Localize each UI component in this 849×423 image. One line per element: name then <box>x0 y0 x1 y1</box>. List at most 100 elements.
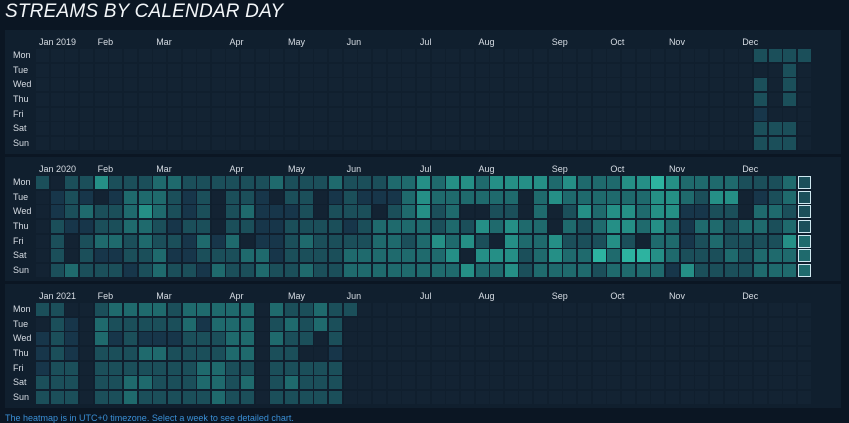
heatmap-cell[interactable] <box>182 205 196 219</box>
heatmap-cell[interactable] <box>563 136 577 150</box>
heatmap-cell[interactable] <box>255 63 269 77</box>
heatmap-cell[interactable] <box>680 107 694 121</box>
heatmap-cell[interactable] <box>534 136 548 150</box>
heatmap-cell[interactable] <box>607 190 621 204</box>
heatmap-cell[interactable] <box>739 376 753 390</box>
heatmap-cell[interactable] <box>622 63 635 77</box>
heatmap-cell[interactable] <box>255 390 269 404</box>
heatmap-cell[interactable] <box>197 219 211 233</box>
heatmap-cell[interactable] <box>592 263 606 277</box>
heatmap-cell[interactable] <box>197 176 211 189</box>
heatmap-cell[interactable] <box>783 219 797 233</box>
heatmap-cell[interactable] <box>36 390 49 404</box>
heatmap-cell[interactable] <box>402 205 416 219</box>
heatmap-cell[interactable] <box>592 205 606 219</box>
heatmap-cell[interactable] <box>50 107 64 121</box>
heatmap-cell[interactable] <box>167 390 181 404</box>
heatmap-cell[interactable] <box>65 78 79 92</box>
heatmap-cell[interactable] <box>651 205 665 219</box>
heatmap-cell[interactable] <box>153 332 167 346</box>
heatmap-cell[interactable] <box>94 219 108 233</box>
heatmap-cell[interactable] <box>211 234 225 248</box>
heatmap-cell[interactable] <box>431 205 445 219</box>
heatmap-cell[interactable] <box>753 346 767 360</box>
heatmap-cell[interactable] <box>460 122 474 136</box>
heatmap-cell[interactable] <box>138 361 152 375</box>
heatmap-cell[interactable] <box>783 317 797 331</box>
heatmap-cell[interactable] <box>446 332 460 346</box>
heatmap-cell[interactable] <box>255 122 269 136</box>
heatmap-cell[interactable] <box>79 346 93 360</box>
heatmap-cell[interactable] <box>475 361 489 375</box>
heatmap-cell[interactable] <box>636 317 650 331</box>
heatmap-cell[interactable] <box>578 249 592 263</box>
heatmap-cell[interactable] <box>504 390 518 404</box>
heatmap-cell[interactable] <box>446 78 460 92</box>
heatmap-cell[interactable] <box>504 303 518 316</box>
heatmap-cell[interactable] <box>460 376 474 390</box>
heatmap-cell[interactable] <box>314 190 328 204</box>
heatmap-cell[interactable] <box>270 234 284 248</box>
heatmap-cell[interactable] <box>622 317 635 331</box>
heatmap-cell[interactable] <box>358 49 372 62</box>
heatmap-cell[interactable] <box>519 346 533 360</box>
heatmap-cell[interactable] <box>138 332 152 346</box>
heatmap-cell[interactable] <box>460 63 474 77</box>
heatmap-cell[interactable] <box>739 332 753 346</box>
heatmap-cell[interactable] <box>314 92 328 106</box>
heatmap-cell[interactable] <box>680 361 694 375</box>
heatmap-cell[interactable] <box>50 361 64 375</box>
heatmap-cell[interactable] <box>36 219 49 233</box>
heatmap-cell[interactable] <box>197 190 211 204</box>
heatmap-cell[interactable] <box>211 190 225 204</box>
heatmap-cell[interactable] <box>94 390 108 404</box>
heatmap-cell[interactable] <box>138 303 152 316</box>
heatmap-cell[interactable] <box>548 332 562 346</box>
heatmap-cell[interactable] <box>255 332 269 346</box>
heatmap-cell[interactable] <box>680 346 694 360</box>
heatmap-cell[interactable] <box>36 361 49 375</box>
heatmap-cell[interactable] <box>285 107 299 121</box>
heatmap-cell[interactable] <box>226 361 240 375</box>
heatmap-cell[interactable] <box>665 78 679 92</box>
heatmap-cell[interactable] <box>534 249 548 263</box>
heatmap-cell[interactable] <box>607 249 621 263</box>
heatmap-cell[interactable] <box>109 122 123 136</box>
heatmap-cell[interactable] <box>153 361 167 375</box>
heatmap-cell[interactable] <box>622 346 635 360</box>
heatmap-cell[interactable] <box>153 219 167 233</box>
heatmap-cell[interactable] <box>65 176 79 189</box>
heatmap-cell[interactable] <box>109 107 123 121</box>
heatmap-cell[interactable] <box>343 234 357 248</box>
heatmap-cell[interactable] <box>636 136 650 150</box>
heatmap-cell[interactable] <box>387 263 401 277</box>
heatmap-cell[interactable] <box>79 263 93 277</box>
heatmap-cell[interactable] <box>768 92 782 106</box>
heatmap-cell[interactable] <box>167 317 181 331</box>
heatmap-cell[interactable] <box>783 190 797 204</box>
heatmap-cell[interactable] <box>226 92 240 106</box>
heatmap-cell[interactable] <box>153 190 167 204</box>
heatmap-cell[interactable] <box>753 78 767 92</box>
heatmap-cell[interactable] <box>343 249 357 263</box>
heatmap-cell[interactable] <box>709 122 723 136</box>
heatmap-cell[interactable] <box>460 390 474 404</box>
heatmap-cell[interactable] <box>123 49 137 62</box>
heatmap-cell[interactable] <box>50 136 64 150</box>
heatmap-cell[interactable] <box>94 249 108 263</box>
heatmap-cell[interactable] <box>695 234 709 248</box>
heatmap-cell[interactable] <box>783 234 797 248</box>
heatmap-cell[interactable] <box>695 136 709 150</box>
heatmap-cell[interactable] <box>270 190 284 204</box>
heatmap-cell[interactable] <box>109 361 123 375</box>
heatmap-cell[interactable] <box>519 390 533 404</box>
heatmap-cell[interactable] <box>270 176 284 189</box>
heatmap-cell[interactable] <box>534 122 548 136</box>
heatmap-cell[interactable] <box>109 332 123 346</box>
heatmap-cell[interactable] <box>211 92 225 106</box>
heatmap-cell[interactable] <box>109 78 123 92</box>
heatmap-cell[interactable] <box>709 136 723 150</box>
heatmap-cell[interactable] <box>416 249 430 263</box>
heatmap-cell[interactable] <box>548 49 562 62</box>
heatmap-cell[interactable] <box>167 205 181 219</box>
